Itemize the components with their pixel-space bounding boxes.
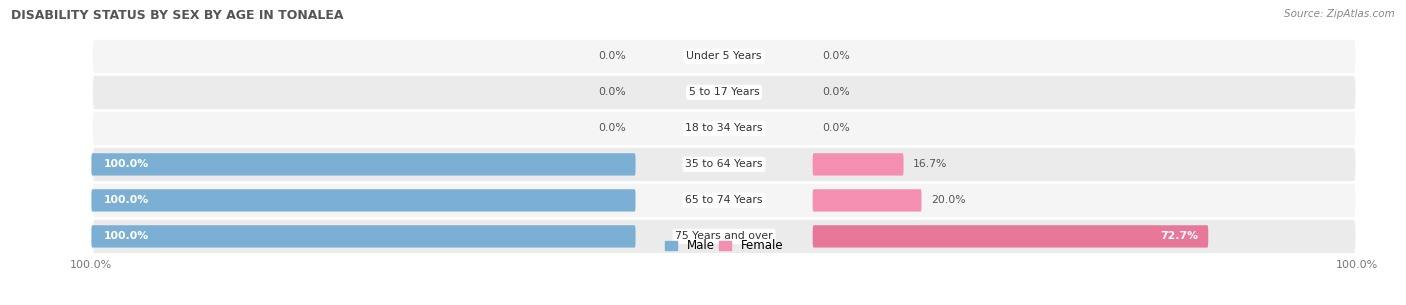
Text: 16.7%: 16.7% bbox=[912, 160, 948, 169]
Text: 5 to 17 Years: 5 to 17 Years bbox=[689, 88, 759, 97]
Text: 0.0%: 0.0% bbox=[599, 124, 626, 133]
Text: 0.0%: 0.0% bbox=[599, 52, 626, 61]
Text: 20.0%: 20.0% bbox=[931, 196, 966, 205]
Text: 35 to 64 Years: 35 to 64 Years bbox=[685, 160, 763, 169]
FancyBboxPatch shape bbox=[91, 182, 1357, 218]
Text: 72.7%: 72.7% bbox=[1160, 231, 1199, 241]
FancyBboxPatch shape bbox=[813, 225, 1208, 248]
FancyBboxPatch shape bbox=[91, 74, 1357, 110]
Text: DISABILITY STATUS BY SEX BY AGE IN TONALEA: DISABILITY STATUS BY SEX BY AGE IN TONAL… bbox=[11, 9, 343, 22]
FancyBboxPatch shape bbox=[91, 38, 1357, 74]
Text: 100.0%: 100.0% bbox=[104, 160, 149, 169]
Text: 75 Years and over: 75 Years and over bbox=[675, 231, 773, 241]
Legend: Male, Female: Male, Female bbox=[665, 239, 783, 253]
Text: 0.0%: 0.0% bbox=[823, 88, 849, 97]
Text: 0.0%: 0.0% bbox=[823, 52, 849, 61]
Text: 0.0%: 0.0% bbox=[823, 124, 849, 133]
FancyBboxPatch shape bbox=[91, 218, 1357, 254]
FancyBboxPatch shape bbox=[813, 153, 904, 176]
Text: 65 to 74 Years: 65 to 74 Years bbox=[685, 196, 763, 205]
Text: Under 5 Years: Under 5 Years bbox=[686, 52, 762, 61]
Text: 18 to 34 Years: 18 to 34 Years bbox=[685, 124, 763, 133]
FancyBboxPatch shape bbox=[91, 110, 1357, 146]
FancyBboxPatch shape bbox=[91, 189, 636, 212]
Text: 0.0%: 0.0% bbox=[599, 88, 626, 97]
FancyBboxPatch shape bbox=[91, 225, 636, 248]
FancyBboxPatch shape bbox=[91, 146, 1357, 182]
Text: Source: ZipAtlas.com: Source: ZipAtlas.com bbox=[1284, 9, 1395, 19]
Text: 100.0%: 100.0% bbox=[104, 196, 149, 205]
Text: 100.0%: 100.0% bbox=[104, 231, 149, 241]
FancyBboxPatch shape bbox=[91, 153, 636, 176]
FancyBboxPatch shape bbox=[813, 189, 921, 212]
